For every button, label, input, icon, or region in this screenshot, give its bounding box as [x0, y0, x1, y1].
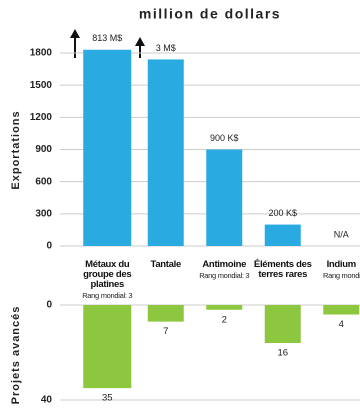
x-tick-label: Tantale [150, 259, 182, 270]
value-label: 4 [339, 319, 344, 330]
y-tick-label: 0 [46, 300, 52, 311]
x-tick-label: Indium [326, 259, 357, 270]
arrows [70, 29, 145, 58]
bar [323, 305, 360, 315]
bar-annotation: 200 K$ [268, 208, 297, 218]
y-axis-label: Projets avancés [10, 306, 22, 405]
arrow-head [70, 29, 80, 38]
rank-label: Rang mondial: [323, 271, 360, 280]
chart-title: million de dollars [139, 6, 281, 22]
bar [147, 305, 184, 322]
y-tick-label: 300 [35, 208, 52, 219]
x-tick-label: Métaux du groupe des platines [83, 259, 132, 290]
bar-annotation: 3 M$ [156, 43, 176, 53]
bar [206, 149, 243, 246]
y-tick-label: 0 [46, 241, 52, 252]
bar [83, 49, 132, 247]
bar [83, 305, 132, 389]
bar-annotation: 900 K$ [210, 133, 239, 143]
y-tick-label: 1500 [30, 80, 53, 91]
value-label: 16 [277, 348, 288, 359]
value-label: 2 [222, 314, 227, 325]
value-label: 7 [163, 326, 168, 337]
x-tick-label: Antimoine [202, 259, 247, 270]
y-tick-label: 1800 [30, 48, 53, 59]
bar [206, 305, 243, 310]
rank-label: Rang mondial: 3 [199, 271, 250, 280]
bar-annotation: 813 M$ [92, 33, 122, 43]
bar [264, 224, 301, 246]
rank-label: Rang mondial: 3 [82, 291, 133, 300]
bar [147, 59, 184, 246]
y-tick-label: 40 [41, 395, 53, 406]
value-label: 35 [102, 393, 113, 404]
y-axis-label: Exportations [10, 110, 22, 189]
x-tick-label: Éléments des terres rares [253, 259, 312, 280]
arrow-head [135, 37, 145, 46]
y-tick-label: 600 [35, 176, 52, 187]
y-tick-label: 1200 [30, 112, 53, 123]
bar [264, 305, 301, 343]
y-tick-label: 900 [35, 144, 52, 155]
bar-annotation: N/A [334, 229, 349, 239]
